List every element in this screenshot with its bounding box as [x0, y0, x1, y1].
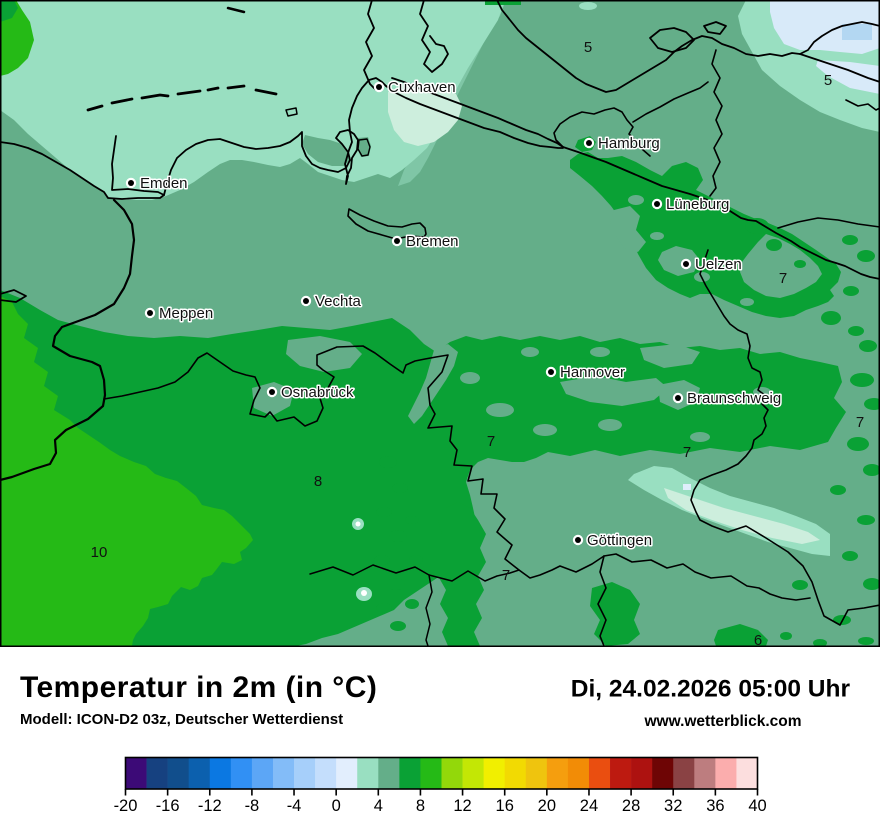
- svg-text:Emden: Emden: [140, 175, 188, 192]
- svg-text:Cuxhaven: Cuxhaven: [388, 79, 456, 96]
- svg-text:Di, 24.02.2026 05:00 Uhr: Di, 24.02.2026 05:00 Uhr: [571, 676, 851, 703]
- svg-text:7: 7: [502, 567, 510, 584]
- svg-text:24: 24: [580, 797, 598, 815]
- svg-text:Hannover: Hannover: [560, 364, 625, 381]
- svg-text:7: 7: [779, 270, 787, 287]
- svg-text:36: 36: [706, 797, 724, 815]
- svg-text:40: 40: [748, 797, 766, 815]
- svg-text:Göttingen: Göttingen: [587, 532, 652, 549]
- svg-text:4: 4: [374, 797, 383, 815]
- svg-text:5: 5: [584, 39, 592, 56]
- svg-text:28: 28: [622, 797, 640, 815]
- svg-text:Modell: ICON-D2 03z, Deutscher: Modell: ICON-D2 03z, Deutscher Wetterdie…: [20, 711, 343, 728]
- svg-text:-4: -4: [287, 797, 302, 815]
- svg-text:Osnabrück: Osnabrück: [281, 384, 354, 401]
- svg-text:Braunschweig: Braunschweig: [687, 390, 781, 407]
- svg-text:-8: -8: [245, 797, 260, 815]
- svg-text:10: 10: [91, 544, 108, 561]
- svg-text:-12: -12: [198, 797, 222, 815]
- svg-text:Lüneburg: Lüneburg: [666, 196, 729, 213]
- svg-text:16: 16: [496, 797, 514, 815]
- svg-text:12: 12: [453, 797, 471, 815]
- svg-text:Meppen: Meppen: [159, 305, 213, 322]
- svg-text:7: 7: [683, 444, 691, 461]
- svg-text:32: 32: [664, 797, 682, 815]
- svg-text:6: 6: [754, 632, 762, 649]
- svg-text:Temperatur in 2m (in °C): Temperatur in 2m (in °C): [20, 671, 377, 704]
- svg-text:5: 5: [824, 72, 832, 89]
- svg-text:Uelzen: Uelzen: [695, 256, 742, 273]
- svg-text:Bremen: Bremen: [406, 233, 459, 250]
- svg-text:20: 20: [538, 797, 556, 815]
- svg-text:7: 7: [487, 433, 495, 450]
- svg-text:www.wetterblick.com: www.wetterblick.com: [643, 713, 801, 730]
- svg-text:8: 8: [314, 473, 322, 490]
- svg-text:-16: -16: [156, 797, 180, 815]
- svg-text:0: 0: [332, 797, 341, 815]
- svg-text:8: 8: [416, 797, 425, 815]
- svg-text:Vechta: Vechta: [315, 293, 362, 310]
- svg-text:Hamburg: Hamburg: [598, 135, 660, 152]
- svg-text:-20: -20: [114, 797, 138, 815]
- svg-text:7: 7: [856, 414, 864, 431]
